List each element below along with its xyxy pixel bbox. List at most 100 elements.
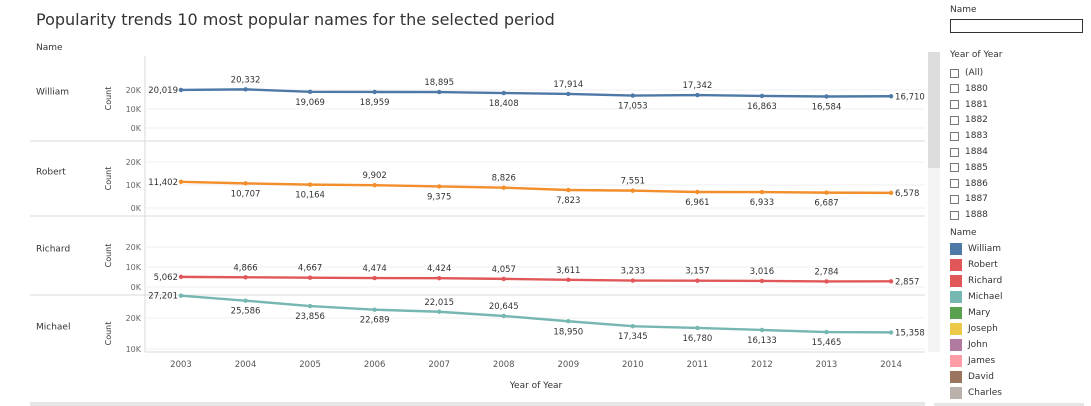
legend-swatch — [950, 259, 962, 271]
data-label: 4,866 — [233, 263, 257, 273]
legend-item[interactable]: James — [950, 354, 995, 368]
year-option[interactable]: (All) — [950, 66, 983, 80]
legend-item[interactable]: William — [950, 242, 1001, 256]
legend-item[interactable]: Michael — [950, 290, 1002, 304]
data-label: 6,961 — [685, 198, 709, 208]
legend-item[interactable]: Charles — [950, 386, 1002, 400]
data-label: 27,201 — [148, 292, 178, 302]
checkbox-icon[interactable] — [950, 179, 959, 189]
series-line-william — [180, 88, 892, 98]
y-tick-label: 0K — [131, 204, 142, 213]
checkbox-icon[interactable] — [950, 147, 959, 157]
data-label: 5,062 — [154, 273, 178, 283]
x-tick-label: 2004 — [235, 360, 257, 370]
x-tick-label: 2010 — [622, 360, 644, 370]
data-point — [695, 92, 700, 98]
legend-item[interactable]: Richard — [950, 274, 1002, 288]
legend-item[interactable]: Mary — [950, 306, 990, 320]
legend-swatch — [950, 371, 962, 383]
y-axis-title: Count — [104, 244, 113, 268]
year-option[interactable]: 1883 — [950, 129, 988, 143]
data-label: 17,053 — [618, 102, 648, 112]
y-tick-label: 0K — [131, 283, 142, 292]
legend-item[interactable]: David — [950, 370, 994, 384]
legend-swatch — [950, 323, 962, 335]
checkbox-icon[interactable] — [950, 68, 959, 78]
checkbox-icon[interactable] — [950, 194, 959, 204]
data-label: 25,586 — [231, 307, 261, 317]
data-point — [372, 89, 377, 95]
data-label: 7,823 — [556, 196, 580, 206]
panel-scrollbar[interactable] — [934, 403, 1084, 406]
year-option-label: 1883 — [965, 131, 988, 142]
data-label: 6,578 — [895, 189, 919, 199]
data-point — [243, 181, 248, 186]
y-tick-label: 20K — [126, 86, 142, 95]
year-option[interactable]: 1880 — [950, 82, 988, 96]
legend-label: Mary — [968, 308, 991, 318]
row-name-robert: Robert — [36, 168, 66, 178]
checkbox-icon[interactable] — [950, 100, 959, 110]
x-tick-label: 2006 — [364, 360, 386, 370]
data-point — [307, 275, 313, 280]
data-point — [759, 93, 765, 99]
year-option[interactable]: 1882 — [950, 113, 988, 127]
data-label: 8,826 — [492, 174, 516, 184]
data-label: 9,902 — [362, 171, 386, 181]
data-label: 15,358 — [895, 328, 925, 338]
row-name-michael: Michael — [36, 323, 70, 333]
year-option[interactable]: 1884 — [950, 145, 988, 159]
data-point — [824, 279, 829, 284]
checkbox-icon[interactable] — [950, 163, 959, 173]
year-option-label: 1880 — [965, 83, 988, 94]
data-label: 18,895 — [424, 78, 454, 88]
x-tick-label: 2009 — [557, 360, 579, 370]
data-point — [243, 298, 248, 303]
panel-richard: 20K 10K 0K Richard Count 5,062 4,866 4,667 4,474… — [30, 215, 925, 295]
data-point — [824, 94, 829, 99]
y-axis-title: Count — [104, 87, 113, 111]
legend-item[interactable]: Joseph — [950, 322, 998, 336]
data-label: 10,164 — [295, 191, 325, 201]
legend-swatch — [950, 275, 962, 287]
data-label: 4,057 — [492, 265, 516, 275]
series-line-richard — [180, 275, 892, 283]
year-option-label: 1888 — [965, 210, 988, 221]
horizontal-scrollbar[interactable] — [30, 402, 925, 406]
legend-swatch — [950, 355, 962, 367]
x-tick-label: 2012 — [751, 360, 773, 370]
legend-item[interactable]: John — [950, 338, 988, 352]
data-point — [437, 89, 442, 95]
data-point — [695, 189, 700, 195]
year-option[interactable]: 1888 — [950, 208, 988, 222]
data-label: 9,375 — [427, 192, 451, 202]
year-option-label: (All) — [965, 68, 984, 78]
checkbox-icon[interactable] — [950, 131, 959, 141]
data-point — [501, 313, 506, 319]
checkbox-icon[interactable] — [950, 115, 959, 125]
data-point — [630, 188, 636, 193]
data-point — [178, 179, 184, 184]
year-option[interactable]: 1881 — [950, 98, 988, 112]
data-point — [501, 90, 506, 96]
data-point — [630, 93, 636, 98]
year-option[interactable]: 1886 — [950, 177, 988, 191]
legend-label: Charles — [968, 388, 1002, 398]
row-name-richard: Richard — [36, 245, 70, 255]
year-option-label: 1887 — [965, 194, 988, 205]
checkbox-icon[interactable] — [950, 84, 959, 94]
data-point — [501, 185, 506, 190]
data-label: 23,856 — [295, 312, 325, 322]
scrollbar-thumb[interactable] — [928, 52, 940, 168]
name-filter-input[interactable] — [950, 19, 1083, 33]
data-point — [307, 89, 313, 94]
data-label: 18,408 — [489, 99, 519, 109]
legend-label: John — [968, 340, 988, 350]
data-label: 2,857 — [895, 277, 919, 287]
legend-item[interactable]: Robert — [950, 258, 998, 272]
y-tick-label: 20K — [126, 158, 142, 167]
checkbox-icon[interactable] — [950, 210, 959, 220]
year-option[interactable]: 1885 — [950, 161, 988, 175]
data-label: 3,611 — [556, 266, 580, 276]
year-option[interactable]: 1887 — [950, 192, 988, 206]
